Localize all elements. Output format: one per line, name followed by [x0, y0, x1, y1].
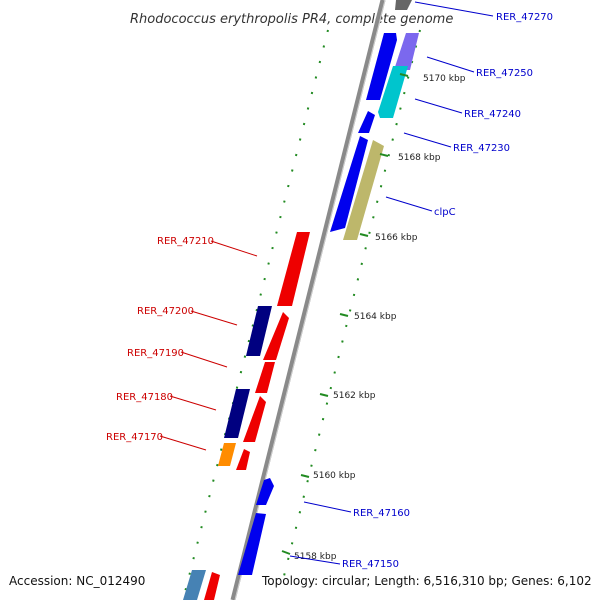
outer-tick-ring — [282, 29, 421, 581]
gene-arrow-bottom-red[interactable] — [204, 572, 220, 600]
label-line — [414, 98, 463, 114]
genome-summary-text: Topology: circular; Length: 6,516,310 bp… — [262, 574, 592, 588]
gene-label-rer47170[interactable]: RER_47170 — [106, 432, 163, 443]
gene-label-rer47180[interactable]: RER_47180 — [116, 392, 173, 403]
label-line — [190, 310, 238, 326]
gene-arrow-clpc[interactable] — [330, 136, 368, 232]
kbp-tick-mark — [319, 393, 329, 397]
label-line — [414, 1, 494, 17]
gene-arrow-bottom-steel[interactable] — [183, 570, 206, 600]
label-line — [180, 351, 228, 368]
kbp-label-5160: 5160 kbp — [313, 471, 356, 481]
gene-label-clpc[interactable]: clpC — [434, 207, 456, 218]
kbp-ticks — [281, 73, 409, 555]
gene-label-rer47240[interactable]: RER_47240 — [464, 109, 521, 120]
gene-label-rer47150[interactable]: RER_47150 — [342, 559, 399, 570]
gene-arrow-rer47180[interactable] — [243, 396, 266, 442]
kbp-tick-mark — [281, 550, 291, 555]
kbp-label-5170: 5170 kbp — [423, 74, 466, 84]
kbp-tick-mark — [339, 313, 349, 317]
gene-arrow-rer47240[interactable] — [378, 66, 408, 118]
gene-label-rer47270[interactable]: RER_47270 — [496, 12, 553, 23]
gene-arrow-rer47170-orange[interactable] — [218, 443, 236, 466]
label-line — [159, 435, 207, 451]
label-line — [289, 555, 341, 565]
gene-arrow-rer47190[interactable] — [255, 362, 275, 393]
reverse-label-lines — [159, 240, 258, 451]
forward-genes — [238, 0, 419, 575]
kbp-tick-mark — [399, 73, 409, 77]
gene-arrow-rer47160[interactable] — [256, 478, 274, 505]
label-line — [403, 132, 452, 148]
gene-label-rer47190[interactable]: RER_47190 — [127, 348, 184, 359]
kbp-tick-mark — [359, 233, 369, 237]
label-line — [169, 395, 217, 411]
reverse-genes — [183, 232, 310, 600]
gene-arrow-top-grey[interactable] — [395, 0, 412, 10]
gene-label-rer47230[interactable]: RER_47230 — [453, 143, 510, 154]
gene-arrow-rer47250-purple[interactable] — [394, 33, 419, 70]
gene-label-rer47160[interactable]: RER_47160 — [353, 508, 410, 519]
gene-arrow-rer47170[interactable] — [236, 449, 250, 470]
gene-arrow-rer47230[interactable] — [358, 111, 375, 133]
gene-label-rer47210[interactable]: RER_47210 — [157, 236, 214, 247]
kbp-label-5168: 5168 kbp — [398, 153, 441, 163]
gene-arrow-rer47180-navy[interactable] — [224, 389, 250, 438]
kbp-tick-mark — [379, 153, 389, 157]
label-line — [303, 501, 352, 513]
gene-arrow-rer47210[interactable] — [277, 232, 310, 306]
kbp-label-5158: 5158 kbp — [294, 552, 337, 562]
gene-arrow-rer47250[interactable] — [366, 33, 397, 100]
gene-label-rer47200[interactable]: RER_47200 — [137, 306, 194, 317]
gene-label-rer47250[interactable]: RER_47250 — [476, 68, 533, 79]
map-title: Rhodococcus erythropolis PR4, complete g… — [130, 12, 453, 27]
label-line — [385, 196, 433, 212]
kbp-label-5164: 5164 kbp — [354, 312, 397, 322]
accession-text: Accession: NC_012490 — [9, 574, 146, 588]
gene-arrow-clpc-olive[interactable] — [343, 140, 384, 240]
kbp-label-5162: 5162 kbp — [333, 391, 376, 401]
gene-arrow-rer47150[interactable] — [238, 513, 266, 575]
forward-label-lines — [289, 1, 494, 565]
kbp-label-5166: 5166 kbp — [375, 233, 418, 243]
label-line — [210, 240, 258, 257]
kbp-tick-mark — [300, 474, 310, 478]
label-line — [426, 56, 475, 73]
gene-arrow-rer47200-navy[interactable] — [246, 306, 272, 356]
gene-arrow-rer47200[interactable] — [263, 312, 289, 360]
